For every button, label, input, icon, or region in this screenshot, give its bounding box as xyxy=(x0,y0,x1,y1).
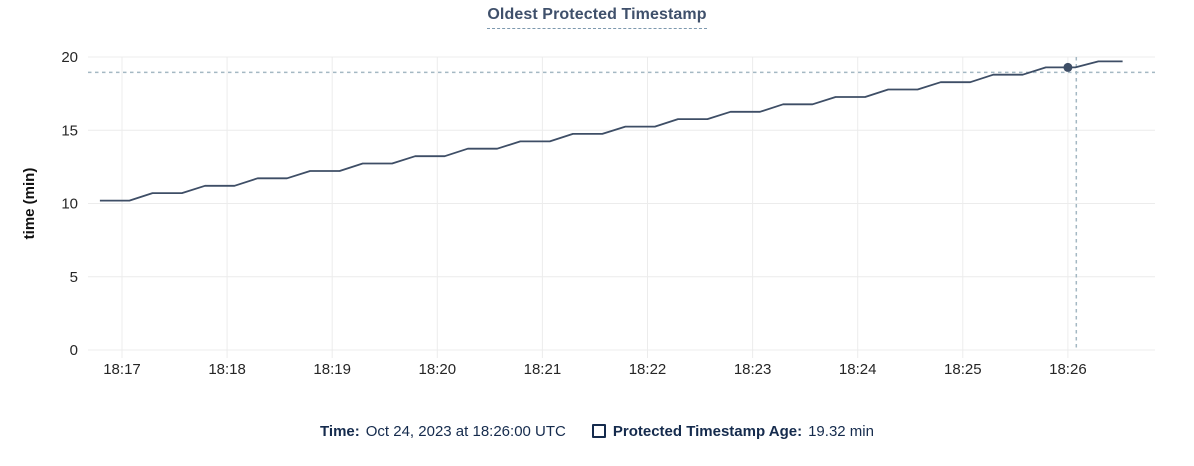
line-chart-plot-area[interactable]: 0 5 10 15 20 18:17 18:18 18:19 18:20 18:21 18:22 18… xyxy=(0,0,1194,398)
y-axis-title: time (min) xyxy=(21,168,38,240)
chart-title[interactable]: Oldest Protected Timestamp xyxy=(487,6,707,29)
legend-series-value: 19.32 min xyxy=(808,422,874,440)
x-tick-label: 18:21 xyxy=(524,361,562,378)
y-tick-label: 15 xyxy=(61,122,78,139)
x-tick-label: 18:25 xyxy=(944,361,982,378)
x-tick-label: 18:20 xyxy=(419,361,457,378)
hover-time-label: Time: xyxy=(320,422,360,440)
y-tick-label: 20 xyxy=(61,49,78,66)
legend-item-protected-timestamp-age[interactable]: Protected Timestamp Age: 19.32 min xyxy=(591,422,874,440)
x-tick-label: 18:18 xyxy=(208,361,246,378)
x-tick-label: 18:26 xyxy=(1049,361,1087,378)
x-tick-label: 18:17 xyxy=(103,361,141,378)
chart-title-row: Oldest Protected Timestamp xyxy=(0,6,1194,29)
x-tick-label: 18:19 xyxy=(313,361,351,378)
x-tick-label: 18:23 xyxy=(734,361,772,378)
y-tick-label: 0 xyxy=(70,342,78,359)
legend-swatch-icon[interactable] xyxy=(591,424,606,438)
hover-point xyxy=(1063,62,1073,72)
legend-series-label: Protected Timestamp Age: xyxy=(612,422,803,440)
y-tick-label: 10 xyxy=(61,196,78,213)
y-tick-label: 5 xyxy=(70,269,78,286)
chart-hover-legend: Time: Oct 24, 2023 at 18:26:00 UTC Prote… xyxy=(0,418,1194,444)
x-tick-label: 18:22 xyxy=(629,361,667,378)
hover-time-value: Oct 24, 2023 at 18:26:00 UTC xyxy=(365,422,566,440)
x-tick-label: 18:24 xyxy=(839,361,877,378)
series-line-protected-timestamp-age xyxy=(99,60,1123,202)
